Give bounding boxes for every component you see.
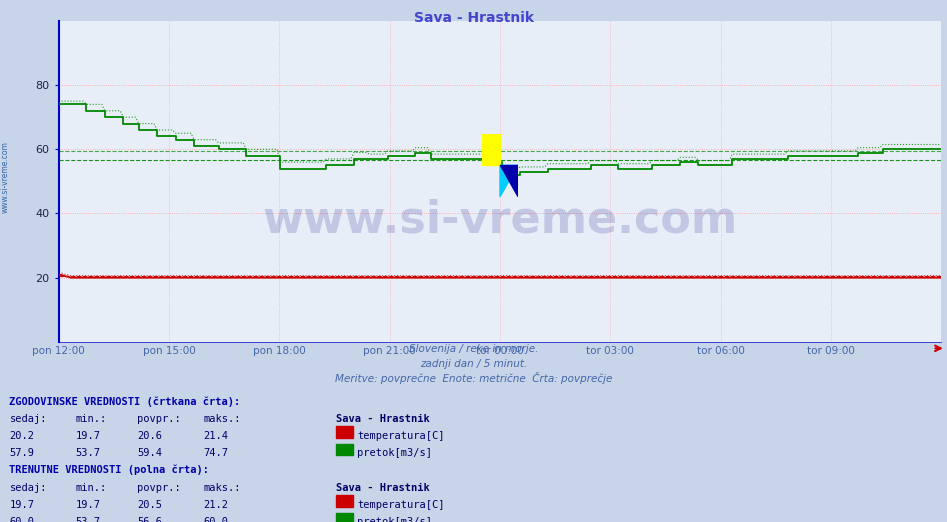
Text: 53.7: 53.7 [76, 448, 100, 458]
Text: 57.9: 57.9 [9, 448, 34, 458]
Text: ZGODOVINSKE VREDNOSTI (črtkana črta):: ZGODOVINSKE VREDNOSTI (črtkana črta): [9, 396, 241, 407]
Text: min.:: min.: [76, 414, 107, 424]
Bar [482, 134, 500, 165]
Text: Meritve: povprečne  Enote: metrične  Črta: povprečje: Meritve: povprečne Enote: metrične Črta:… [335, 372, 612, 384]
Text: sedaj:: sedaj: [9, 414, 47, 424]
Text: povpr.:: povpr.: [137, 483, 181, 493]
Text: Sava - Hrastnik: Sava - Hrastnik [336, 414, 430, 424]
Text: 21.4: 21.4 [204, 431, 228, 441]
Text: pretok[m3/s]: pretok[m3/s] [357, 448, 432, 458]
Text: TRENUTNE VREDNOSTI (polna črta):: TRENUTNE VREDNOSTI (polna črta): [9, 465, 209, 476]
Text: www.si-vreme.com: www.si-vreme.com [262, 198, 738, 241]
Text: 56.6: 56.6 [137, 517, 162, 522]
Text: zadnji dan / 5 minut.: zadnji dan / 5 minut. [420, 359, 527, 369]
Polygon shape [500, 165, 518, 197]
Text: 53.7: 53.7 [76, 517, 100, 522]
Text: 60.0: 60.0 [9, 517, 34, 522]
Text: pretok[m3/s]: pretok[m3/s] [357, 517, 432, 522]
Text: maks.:: maks.: [204, 483, 241, 493]
Text: Sava - Hrastnik: Sava - Hrastnik [336, 483, 430, 493]
Text: 21.2: 21.2 [204, 500, 228, 510]
Text: temperatura[C]: temperatura[C] [357, 500, 444, 510]
Text: 20.2: 20.2 [9, 431, 34, 441]
Text: maks.:: maks.: [204, 414, 241, 424]
Text: 19.7: 19.7 [9, 500, 34, 510]
Text: 20.5: 20.5 [137, 500, 162, 510]
Text: 60.0: 60.0 [204, 517, 228, 522]
Text: povpr.:: povpr.: [137, 414, 181, 424]
Text: 19.7: 19.7 [76, 431, 100, 441]
Polygon shape [500, 165, 518, 197]
Text: 74.7: 74.7 [204, 448, 228, 458]
Text: 20.6: 20.6 [137, 431, 162, 441]
Text: temperatura[C]: temperatura[C] [357, 431, 444, 441]
Text: Sava - Hrastnik: Sava - Hrastnik [414, 11, 533, 26]
Text: 59.4: 59.4 [137, 448, 162, 458]
Text: www.si-vreme.com: www.si-vreme.com [0, 141, 9, 213]
Text: Slovenija / reke in morje.: Slovenija / reke in morje. [409, 345, 538, 354]
Text: min.:: min.: [76, 483, 107, 493]
Text: 19.7: 19.7 [76, 500, 100, 510]
Text: sedaj:: sedaj: [9, 483, 47, 493]
